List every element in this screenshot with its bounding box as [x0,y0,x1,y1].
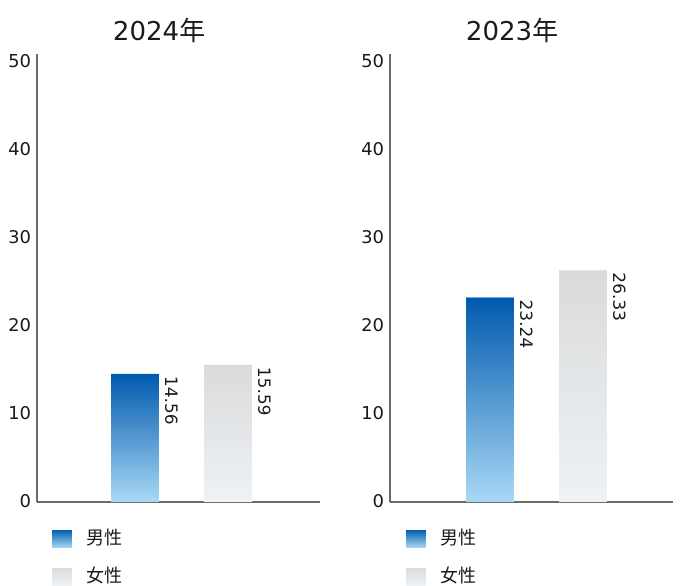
data-label-female: 15.59 [253,367,273,416]
y-tick-label: 20 [8,315,31,336]
legend-label: 男性 [440,528,476,549]
y-tick-label: 10 [361,403,384,424]
data-label-male: 23.24 [515,299,535,348]
bar-female [204,364,252,502]
bar-male [466,297,514,502]
data-label-female: 26.33 [608,272,628,321]
legend-label: 女性 [86,566,122,586]
gray-swatch-icon [406,568,426,586]
y-tick-label: 30 [361,227,384,248]
chart-panel: 2024年 0 10 20 30 40 50 14.56 15.59 [8,17,320,512]
y-tick-label: 40 [361,139,384,160]
chart-title: 2023年 [466,17,558,47]
blue-swatch-icon [406,530,426,548]
y-tick-label: 0 [373,491,384,512]
bar-female [559,270,607,502]
y-tick-label: 10 [8,403,31,424]
y-tick-label: 40 [8,139,31,160]
y-tick-label: 50 [8,51,31,72]
legend-label: 男性 [86,528,122,549]
y-tick-label: 30 [8,227,31,248]
y-tick-label: 0 [20,491,31,512]
y-tick-label: 50 [361,51,384,72]
blue-swatch-icon [52,530,72,548]
legend-label: 女性 [440,566,476,586]
bar-male [111,373,159,502]
y-tick-label: 20 [361,315,384,336]
data-label-male: 14.56 [160,376,180,425]
chart-panel: 2023年 0 10 20 30 40 50 23.24 26.33 [361,17,673,512]
gray-swatch-icon [52,568,72,586]
chart-title: 2024年 [113,17,205,47]
